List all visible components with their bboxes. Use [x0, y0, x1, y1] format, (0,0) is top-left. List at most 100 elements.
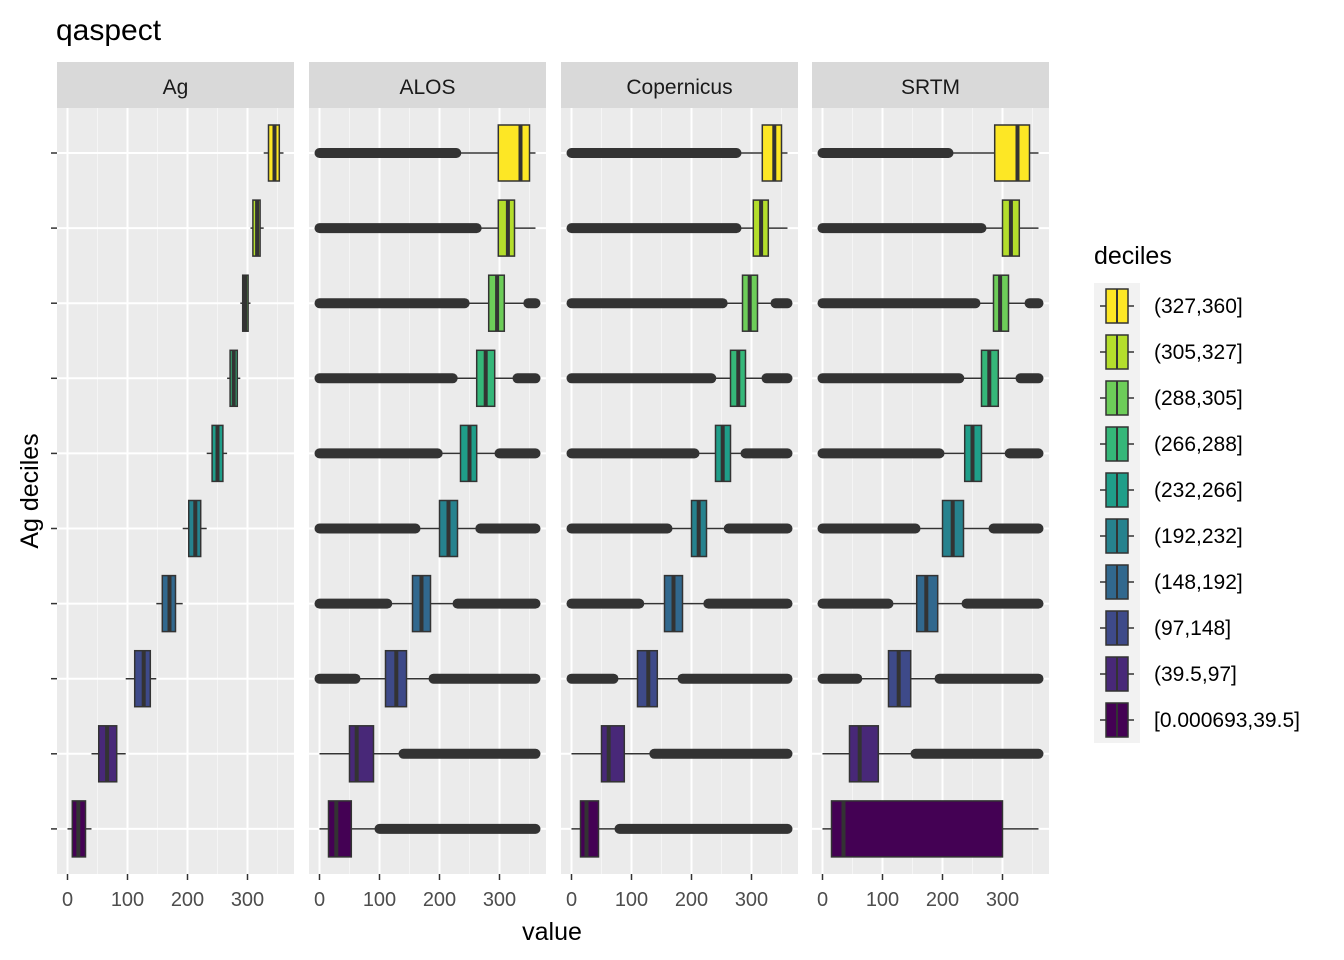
legend-label: (305,327] [1154, 341, 1243, 364]
box-copernicus-decile-9 [566, 199, 788, 257]
box-srtm-decile-9 [817, 199, 1039, 257]
box-copernicus-decile-4 [566, 574, 793, 633]
legend-label: (266,288] [1154, 433, 1243, 456]
x-tick-label: 200 [171, 889, 204, 911]
legend-item: (327,360] [1100, 288, 1243, 324]
x-tick-label: 300 [986, 889, 1019, 911]
legend-label: (97,148] [1154, 617, 1231, 640]
box-copernicus-decile-1 [571, 800, 793, 858]
legend-item: (97,148] [1100, 610, 1231, 646]
legend-label: (148,192] [1154, 571, 1243, 594]
box-ag-decile-3 [125, 649, 157, 708]
y-axis-ticks [51, 152, 57, 830]
facet-strip [57, 62, 294, 108]
box-copernicus-decile-10 [566, 124, 788, 182]
x-tick-label: 200 [423, 889, 456, 911]
y-axis-title: Ag deciles [16, 433, 44, 548]
x-tick-label: 100 [111, 889, 144, 911]
facet-panels: Ag 0 100 200 300 ALOS 0 100 200 300 Copernicus 0 100… [57, 62, 1049, 911]
box-alos-decile-8 [314, 274, 541, 332]
box-iqr [993, 124, 1031, 182]
box-copernicus-decile-8 [566, 274, 793, 332]
facet-panel-ag: Ag 0 100 200 300 [57, 62, 294, 911]
legend-item: (305,327] [1100, 334, 1243, 370]
legend-item: (192,232] [1100, 518, 1243, 554]
box-ag-decile-7 [227, 349, 241, 408]
facet-strip [561, 62, 798, 108]
box-alos-decile-4 [314, 574, 541, 633]
box-copernicus-decile-2 [571, 725, 793, 783]
x-tick-label: 100 [363, 889, 396, 911]
box-srtm-decile-4 [817, 574, 1044, 633]
box-copernicus-decile-7 [566, 349, 793, 408]
legend-label: (192,232] [1154, 525, 1243, 548]
x-tick-label: 200 [675, 889, 708, 911]
box-alos-decile-10 [314, 124, 536, 182]
legend-label: (232,266] [1154, 479, 1243, 502]
legend-label: (288,305] [1154, 387, 1243, 410]
box-ag-decile-2 [91, 725, 126, 783]
box-alos-decile-5 [314, 499, 541, 558]
box-srtm-decile-6 [817, 424, 1044, 483]
chart-title: qaspect [56, 14, 162, 47]
legend-item: (148,192] [1100, 564, 1243, 600]
box-iqr [497, 124, 531, 182]
legend-item: (232,266] [1100, 472, 1243, 508]
box-ag-decile-10 [263, 124, 284, 182]
box-iqr [327, 800, 353, 858]
box-ag-decile-6 [206, 424, 228, 483]
facet-strip [812, 62, 1049, 108]
box-alos-decile-3 [314, 649, 541, 708]
x-tick-label: 200 [926, 889, 959, 911]
box-iqr [761, 124, 783, 182]
facet-strip-label: SRTM [901, 76, 960, 99]
box-ag-decile-9 [250, 199, 264, 257]
x-tick-label: 0 [314, 889, 325, 911]
x-tick-label: 100 [866, 889, 899, 911]
facet-strip [309, 62, 546, 108]
x-tick-label: 300 [231, 889, 264, 911]
box-alos-decile-6 [314, 424, 541, 483]
legend-item: (39.5,97] [1100, 656, 1237, 692]
legend-label: (327,360] [1154, 295, 1243, 318]
facet-panel-copernicus: Copernicus 0 100 200 300 [561, 62, 798, 911]
legend-item: [0.000693,39.5] [1100, 702, 1300, 738]
box-alos-decile-2 [319, 725, 541, 783]
facet-panel-alos: ALOS 0 100 200 300 [309, 62, 546, 911]
box-iqr [600, 725, 626, 783]
box-srtm-decile-5 [817, 499, 1044, 558]
box-ag-decile-5 [182, 499, 207, 558]
box-iqr [848, 725, 880, 783]
box-srtm-decile-10 [817, 124, 1039, 182]
legend-label: [0.000693,39.5] [1154, 709, 1300, 732]
facet-strip-label: Ag [163, 76, 189, 99]
box-iqr [579, 800, 600, 858]
box-ag-decile-4 [156, 574, 183, 633]
box-iqr [830, 800, 1004, 858]
facet-panel-srtm: SRTM 0 100 200 300 [812, 62, 1049, 911]
x-tick-label: 300 [735, 889, 768, 911]
box-copernicus-decile-6 [566, 424, 793, 483]
box-iqr [348, 725, 375, 783]
x-tick-label: 0 [62, 889, 73, 911]
box-srtm-decile-3 [817, 649, 1044, 708]
box-srtm-decile-1 [822, 800, 1039, 858]
legend: deciles (327,360] (305,327] (288,305] (266,… [1094, 242, 1300, 743]
box-alos-decile-1 [319, 800, 541, 858]
legend-label: (39.5,97] [1154, 663, 1237, 686]
box-copernicus-decile-5 [566, 499, 793, 558]
box-ag-decile-1 [67, 800, 92, 858]
x-tick-label: 0 [817, 889, 828, 911]
x-axis-title: value [522, 918, 582, 946]
box-alos-decile-7 [314, 349, 541, 408]
box-copernicus-decile-3 [566, 649, 793, 708]
x-tick-label: 100 [615, 889, 648, 911]
legend-title: deciles [1094, 242, 1172, 270]
box-srtm-decile-2 [822, 725, 1044, 783]
box-srtm-decile-7 [817, 349, 1044, 408]
x-tick-label: 0 [566, 889, 577, 911]
legend-item: (266,288] [1100, 426, 1243, 462]
facet-strip-label: Copernicus [626, 76, 732, 99]
box-srtm-decile-8 [817, 274, 1044, 332]
